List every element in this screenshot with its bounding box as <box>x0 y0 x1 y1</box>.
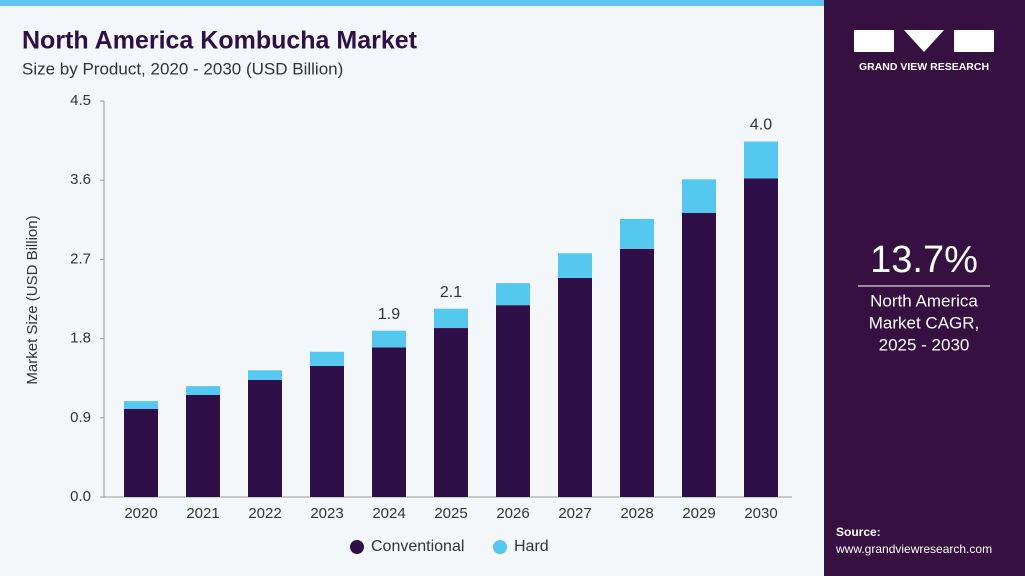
bar-segment <box>682 179 716 213</box>
bar-segment <box>248 370 282 380</box>
x-tick-label: 2029 <box>682 505 715 522</box>
y-tick-label: 0.9 <box>70 409 91 426</box>
bar-segment <box>620 218 654 249</box>
logo-shape <box>954 30 994 52</box>
brand: GRAND VIEW RESEARCH <box>859 61 989 73</box>
x-tick-label: 2027 <box>558 505 591 522</box>
logo-shape <box>904 30 944 52</box>
bar-segment <box>620 248 654 497</box>
total-label: 4.0 <box>750 117 772 134</box>
bar-segment <box>248 379 282 497</box>
bar-segment <box>186 386 220 395</box>
bar-segment <box>310 365 344 497</box>
legend-swatch <box>493 540 507 554</box>
cagr-caption: 2025 - 2030 <box>879 335 970 354</box>
bar-segment <box>124 401 158 409</box>
x-tick-label: 2021 <box>186 505 219 522</box>
bar-segment <box>558 253 592 278</box>
x-tick-label: 2030 <box>744 505 777 522</box>
cagr-caption: Market CAGR, <box>869 313 980 332</box>
total-label: 2.1 <box>440 284 462 301</box>
chart-subtitle: Size by Product, 2020 - 2030 (USD Billio… <box>22 59 343 78</box>
y-tick-label: 4.5 <box>70 92 91 109</box>
x-tick-label: 2025 <box>434 505 467 522</box>
x-tick-label: 2022 <box>248 505 281 522</box>
logo-shape <box>854 30 894 52</box>
bar-segment <box>310 351 344 366</box>
bar-segment <box>434 328 468 497</box>
x-tick-label: 2023 <box>310 505 343 522</box>
bar-segment <box>124 409 158 497</box>
legend-swatch <box>350 540 364 554</box>
bar-segment <box>496 305 530 497</box>
x-tick-label: 2026 <box>496 505 529 522</box>
cagr-caption: North America <box>870 291 978 310</box>
top-bar <box>0 0 824 6</box>
bar-segment <box>744 141 778 179</box>
x-tick-label: 2024 <box>372 505 405 522</box>
x-tick-label: 2028 <box>620 505 653 522</box>
bar-segment <box>186 394 220 497</box>
side-panel <box>824 0 1025 576</box>
legend-label: Hard <box>514 538 549 555</box>
x-tick-label: 2020 <box>124 505 157 522</box>
logo: GRAND VIEW RESEARCH <box>854 30 994 73</box>
bar-segment <box>682 212 716 497</box>
bar-segment <box>434 308 468 329</box>
total-label: 1.9 <box>378 306 400 323</box>
y-tick-label: 1.8 <box>70 330 91 347</box>
bar-segment <box>744 178 778 497</box>
y-tick-label: 3.6 <box>70 171 91 188</box>
cagr-value: 13.7% <box>870 239 978 281</box>
bar-segment <box>372 330 406 348</box>
bar-segment <box>496 283 530 306</box>
bar-segment <box>372 347 406 497</box>
source-url: www.grandviewresearch.com <box>835 542 992 556</box>
legend-label: Conventional <box>371 538 464 555</box>
source-label: Source: <box>836 525 881 539</box>
y-tick-label: 0.0 <box>70 488 91 505</box>
y-axis-label: Market Size (USD Billion) <box>24 215 41 384</box>
y-tick-label: 2.7 <box>70 250 91 267</box>
bar-segment <box>558 277 592 497</box>
chart-title: North America Kombucha Market <box>22 27 418 55</box>
